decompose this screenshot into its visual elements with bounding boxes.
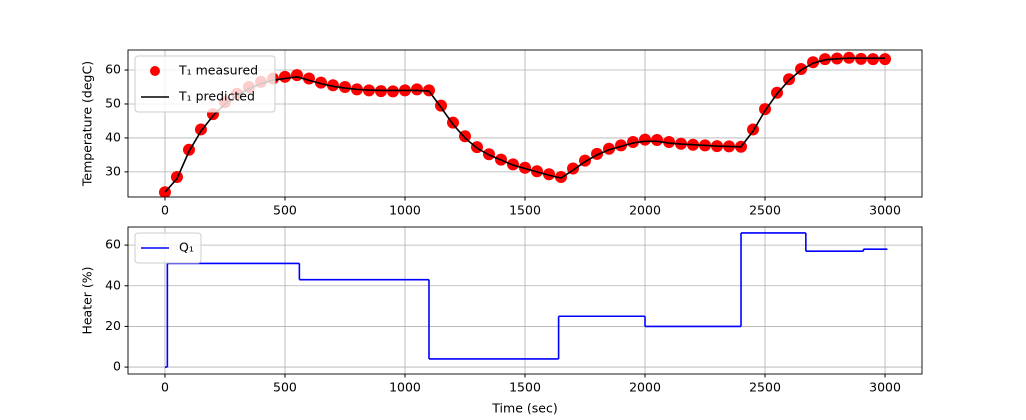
y-tick-label: 20	[105, 318, 121, 333]
x-tick-label: 1000	[389, 203, 421, 218]
data-point	[290, 69, 303, 82]
x-tick-label: 3000	[869, 380, 901, 395]
data-point	[879, 53, 892, 66]
data-point	[651, 133, 664, 146]
x-tick-label: 3000	[869, 203, 901, 218]
y-tick-label: 30	[105, 163, 121, 178]
data-point	[615, 139, 628, 152]
y-tick-label: 0	[113, 359, 121, 374]
y-axis-label: Heater (%)	[80, 266, 95, 334]
y-tick-label: 40	[105, 129, 121, 144]
x-axis-label: Time (sec)	[491, 401, 557, 416]
data-point	[386, 85, 399, 98]
x-tick-label: 1500	[509, 203, 541, 218]
x-tick-label: 2500	[749, 380, 781, 395]
legend-marker	[150, 66, 160, 76]
y-axis-label: Temperature (degC)	[80, 61, 95, 187]
data-point	[338, 81, 351, 94]
x-tick-label: 0	[161, 203, 169, 218]
legend-label: T₁ measured	[178, 63, 258, 78]
data-point	[458, 130, 471, 143]
x-tick-label: 500	[273, 380, 297, 395]
x-tick-label: 1500	[509, 380, 541, 395]
data-point	[326, 79, 339, 92]
y-tick-label: 60	[105, 237, 121, 252]
data-point	[867, 53, 880, 66]
data-point	[314, 76, 327, 89]
data-point	[555, 170, 568, 183]
x-tick-label: 2000	[629, 203, 661, 218]
x-tick-label: 2000	[629, 380, 661, 395]
plot-area	[164, 232, 888, 368]
legend-label: Q₁	[179, 240, 194, 255]
axes-frame	[127, 49, 923, 198]
y-tick-label: 40	[105, 277, 121, 292]
data-point	[543, 168, 556, 181]
legend-label: T₁ predicted	[178, 89, 255, 104]
data-point	[639, 133, 652, 146]
data-point	[278, 70, 291, 83]
x-tick-label: 500	[273, 203, 297, 218]
axes-frame	[127, 226, 923, 375]
x-tick-label: 2500	[749, 203, 781, 218]
data-point	[627, 136, 640, 149]
y-tick-label: 60	[105, 62, 121, 77]
data-point	[663, 136, 676, 149]
data-line	[164, 57, 886, 193]
x-tick-label: 1000	[389, 380, 421, 395]
y-tick-label: 50	[105, 95, 121, 110]
plot-area	[158, 51, 892, 197]
legend-box	[134, 55, 276, 113]
x-tick-label: 0	[161, 380, 169, 395]
data-point	[410, 83, 423, 96]
